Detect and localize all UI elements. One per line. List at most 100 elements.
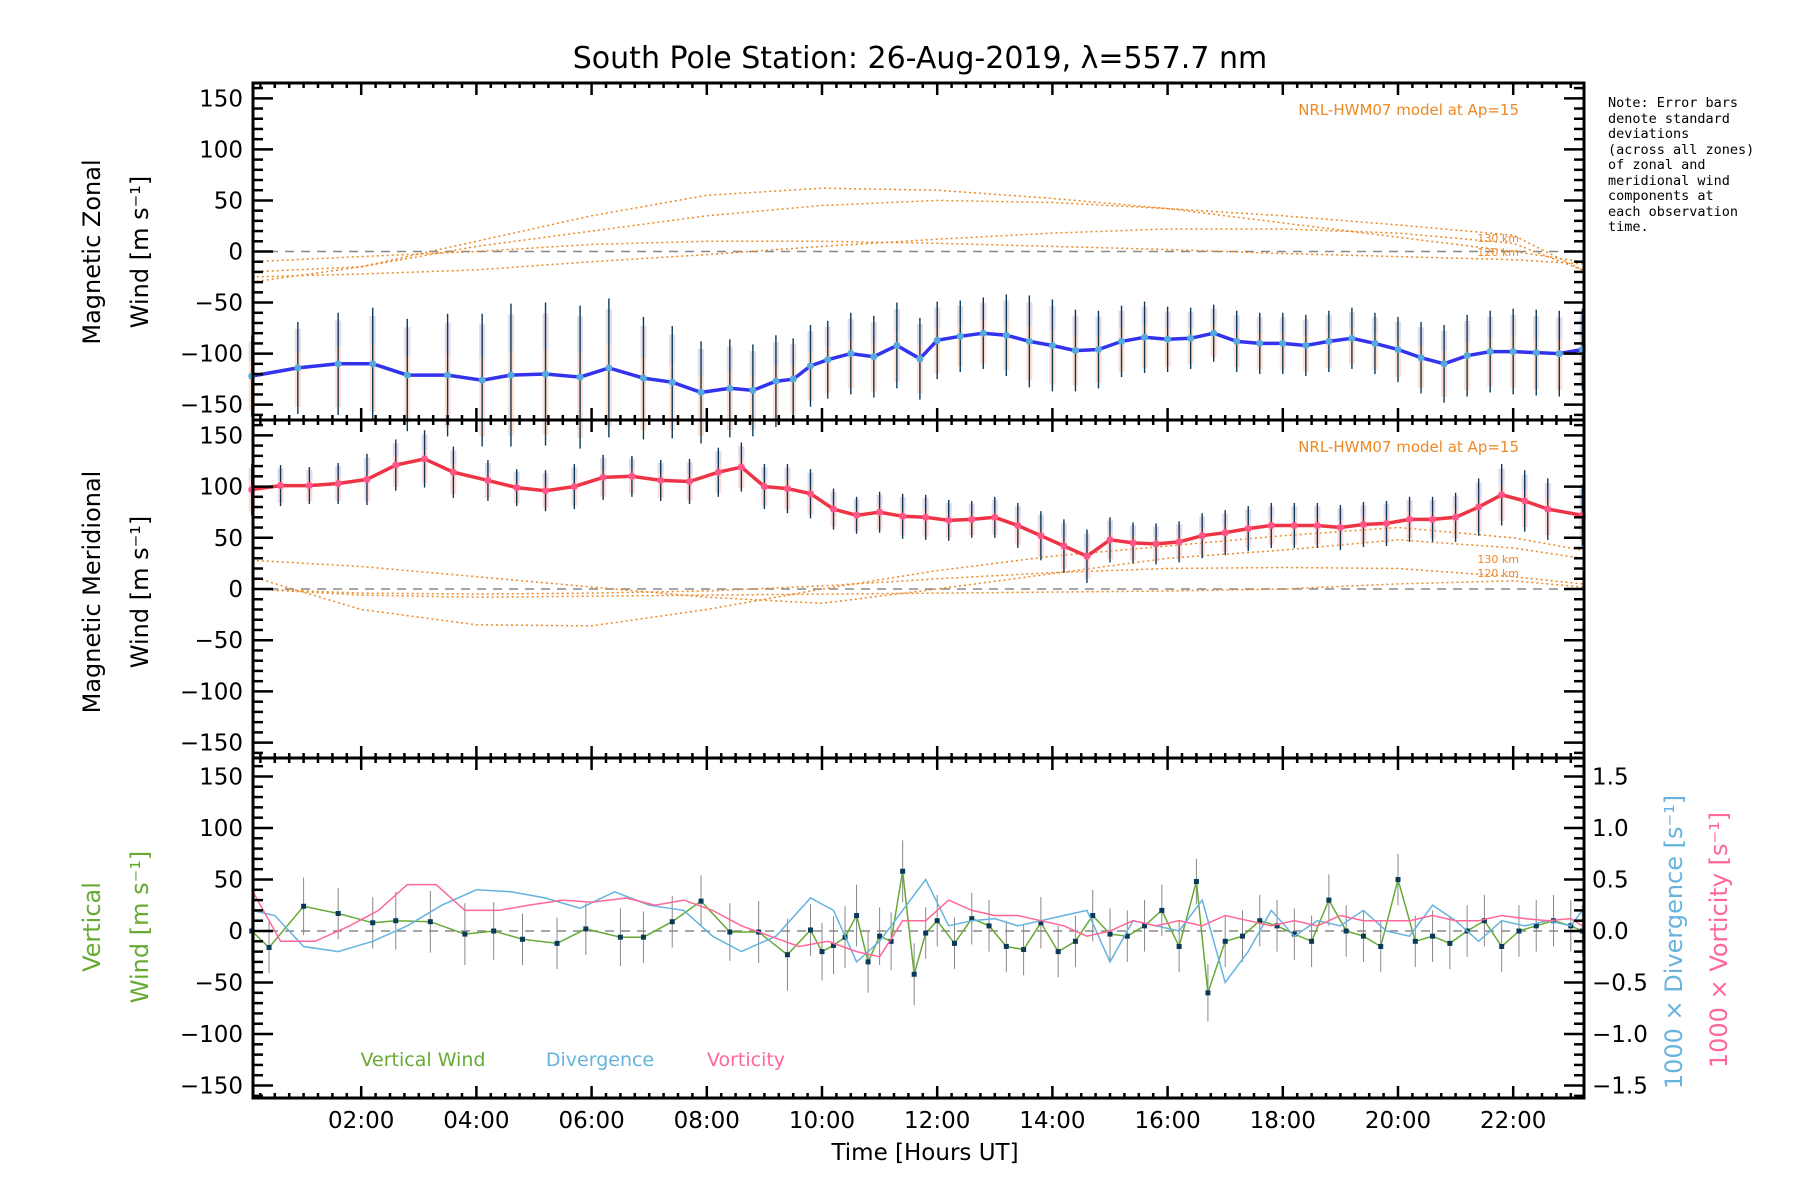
y-tick-label: −100 — [180, 342, 243, 368]
data-point — [427, 919, 433, 925]
data-point — [806, 362, 814, 370]
data-point — [1378, 943, 1384, 949]
data-point — [933, 336, 941, 344]
data-point — [1210, 329, 1218, 337]
x-tick-label: 10:00 — [789, 1108, 855, 1134]
data-point — [277, 482, 285, 490]
data-point — [507, 371, 515, 379]
data-point — [1244, 525, 1252, 533]
data-point — [1164, 335, 1172, 343]
data-point — [934, 918, 940, 924]
legend-vertical-wind: Vertical Wind — [361, 1049, 486, 1071]
model-label: NRL-HWM07 model at Ap=15 — [1298, 101, 1519, 119]
x-tick-label: 14:00 — [1019, 1108, 1085, 1134]
data-point — [900, 868, 906, 874]
x-tick-label: 16:00 — [1134, 1108, 1200, 1134]
data-point — [830, 505, 838, 513]
x-tick-label: 22:00 — [1480, 1108, 1546, 1134]
data-point — [824, 356, 832, 364]
data-point — [877, 933, 883, 939]
data-point — [969, 916, 975, 922]
data-point — [542, 370, 550, 378]
data-point — [888, 938, 894, 944]
model-curve — [251, 566, 1583, 595]
data-point — [806, 490, 814, 498]
data-point — [737, 463, 745, 471]
data-point — [570, 483, 578, 491]
data-point — [639, 374, 647, 382]
zonal-ylabel-line2: Wind [m s⁻¹] — [126, 176, 154, 328]
data-point — [727, 929, 733, 935]
data-point — [899, 512, 907, 520]
data-point — [1256, 339, 1264, 347]
data-point — [294, 364, 302, 372]
model-height-label: 130 km — [1477, 553, 1519, 566]
data-point — [1060, 542, 1068, 550]
data-point — [783, 485, 791, 493]
data-point — [1002, 331, 1010, 339]
data-point — [1430, 933, 1436, 939]
y-tick-label: 150 — [199, 423, 243, 449]
data-point — [484, 476, 492, 484]
data-point — [893, 341, 901, 349]
data-point — [922, 513, 930, 521]
y-tick-label: 0 — [228, 577, 243, 603]
y-tick-label: −100 — [180, 679, 243, 705]
data-point — [986, 923, 992, 929]
data-point — [617, 934, 623, 940]
model-curve — [251, 580, 1583, 598]
data-point — [1499, 943, 1505, 949]
data-point — [668, 378, 676, 386]
y2-tick-label: −0.5 — [1592, 971, 1648, 997]
data-point — [640, 934, 646, 940]
model-height-label: 120 km — [1477, 246, 1519, 259]
data-point — [1475, 503, 1483, 511]
data-point — [1267, 521, 1275, 529]
data-point — [1106, 536, 1114, 544]
data-point — [1037, 532, 1045, 540]
legend-divergence: Divergence — [546, 1049, 654, 1071]
data-point — [865, 959, 871, 965]
x-tick-label: 12:00 — [904, 1108, 970, 1134]
data-point — [1452, 513, 1460, 521]
data-point — [301, 903, 307, 909]
series-line-vertical-wind — [251, 871, 1583, 994]
meridional-ylabel-line1: Magnetic Meridional — [78, 471, 106, 714]
data-point — [749, 386, 757, 394]
data-point — [1555, 350, 1563, 358]
data-point — [1083, 552, 1091, 560]
data-point — [1221, 529, 1229, 537]
model-curve — [251, 240, 1583, 265]
data-point — [421, 455, 429, 463]
data-point — [760, 483, 768, 491]
y-tick-label: 0 — [228, 240, 243, 266]
data-point — [335, 910, 341, 916]
x-tick-label: 06:00 — [558, 1108, 624, 1134]
data-point — [1124, 933, 1130, 939]
y2-tick-label: 0.0 — [1592, 919, 1629, 945]
data-point — [583, 926, 589, 932]
data-point — [305, 482, 313, 490]
data-point — [1239, 933, 1245, 939]
data-point — [1325, 337, 1333, 345]
x-tick-label: 20:00 — [1365, 1108, 1431, 1134]
data-point — [1359, 520, 1367, 528]
data-point — [334, 360, 342, 368]
vorticity-ylabel: 1000 × Vorticity [s⁻¹] — [1705, 812, 1733, 1068]
data-point — [968, 515, 976, 523]
zonal-ylabel-line1: Magnetic Zonal — [78, 159, 106, 344]
data-point — [979, 329, 987, 337]
data-point — [1412, 938, 1418, 944]
data-point — [1003, 943, 1009, 949]
model-label: NRL-HWM07 model at Ap=15 — [1298, 438, 1519, 456]
x-tick-label: 02:00 — [328, 1108, 394, 1134]
data-point — [686, 477, 694, 485]
data-point — [714, 468, 722, 476]
data-point — [542, 487, 550, 495]
data-point — [449, 468, 457, 476]
data-point — [1516, 928, 1522, 934]
data-point — [784, 952, 790, 958]
data-point — [1544, 505, 1552, 513]
data-point — [1395, 876, 1401, 882]
